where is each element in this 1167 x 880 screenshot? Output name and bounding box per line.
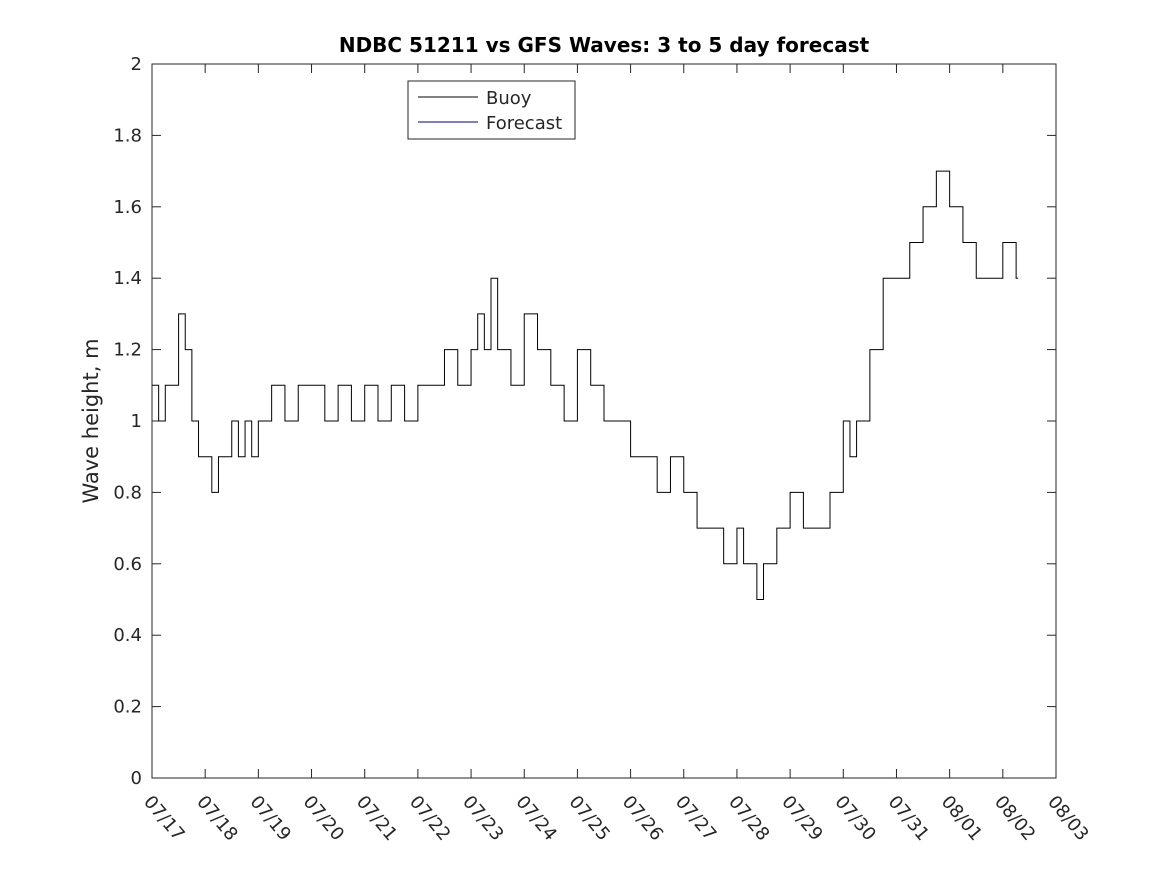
series-line-buoy — [152, 170, 1019, 600]
chart-title: NDBC 51211 vs GFS Waves: 3 to 5 day fore… — [339, 33, 870, 57]
y-tick-label: 1.2 — [113, 340, 142, 361]
y-tick-label: 2 — [131, 54, 142, 75]
y-tick-label: 0.4 — [113, 625, 142, 646]
y-tick-label: 0 — [131, 768, 142, 789]
y-tick-label: 1.4 — [113, 268, 142, 289]
y-tick-label: 0.6 — [113, 554, 142, 575]
y-tick-label: 1 — [131, 411, 142, 432]
legend: Buoy Forecast — [407, 80, 576, 140]
y-tick-label: 0.8 — [113, 482, 142, 503]
y-tick-label: 1.6 — [113, 197, 142, 218]
legend-box — [407, 80, 576, 140]
y-tick-label: 0.2 — [113, 697, 142, 718]
legend-label-buoy: Buoy — [486, 88, 532, 109]
y-axis-label: Wave height, m — [79, 338, 103, 503]
series-layer — [152, 170, 1019, 600]
y-tick-label: 1.8 — [113, 125, 142, 146]
legend-label-forecast: Forecast — [486, 113, 562, 134]
